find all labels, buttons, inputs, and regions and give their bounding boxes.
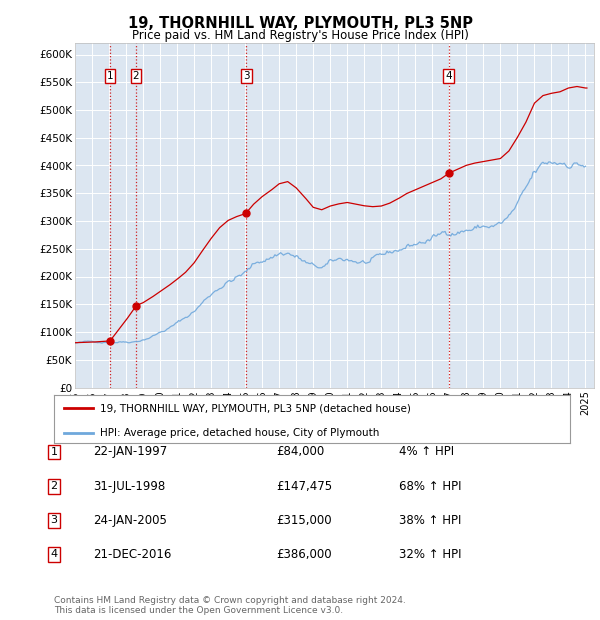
Text: 22-JAN-1997: 22-JAN-1997 [93, 446, 167, 458]
Text: 2: 2 [133, 71, 139, 81]
Text: £315,000: £315,000 [276, 514, 332, 526]
Text: 3: 3 [50, 515, 58, 525]
Text: 1: 1 [50, 447, 58, 457]
Text: 4% ↑ HPI: 4% ↑ HPI [399, 446, 454, 458]
Text: 19, THORNHILL WAY, PLYMOUTH, PL3 5NP: 19, THORNHILL WAY, PLYMOUTH, PL3 5NP [128, 16, 473, 31]
Text: 1: 1 [107, 71, 113, 81]
Text: 4: 4 [446, 71, 452, 81]
Text: 21-DEC-2016: 21-DEC-2016 [93, 548, 172, 560]
Text: 32% ↑ HPI: 32% ↑ HPI [399, 548, 461, 560]
Text: £84,000: £84,000 [276, 446, 324, 458]
Text: 38% ↑ HPI: 38% ↑ HPI [399, 514, 461, 526]
Text: £147,475: £147,475 [276, 480, 332, 492]
Text: 68% ↑ HPI: 68% ↑ HPI [399, 480, 461, 492]
Text: Price paid vs. HM Land Registry's House Price Index (HPI): Price paid vs. HM Land Registry's House … [131, 29, 469, 42]
Text: 3: 3 [243, 71, 250, 81]
Text: 19, THORNHILL WAY, PLYMOUTH, PL3 5NP (detached house): 19, THORNHILL WAY, PLYMOUTH, PL3 5NP (de… [100, 404, 412, 414]
Text: 4: 4 [50, 549, 58, 559]
Text: 24-JAN-2005: 24-JAN-2005 [93, 514, 167, 526]
Text: Contains HM Land Registry data © Crown copyright and database right 2024.
This d: Contains HM Land Registry data © Crown c… [54, 596, 406, 615]
Text: 2: 2 [50, 481, 58, 491]
Text: HPI: Average price, detached house, City of Plymouth: HPI: Average price, detached house, City… [100, 428, 380, 438]
Text: 31-JUL-1998: 31-JUL-1998 [93, 480, 165, 492]
Text: £386,000: £386,000 [276, 548, 332, 560]
